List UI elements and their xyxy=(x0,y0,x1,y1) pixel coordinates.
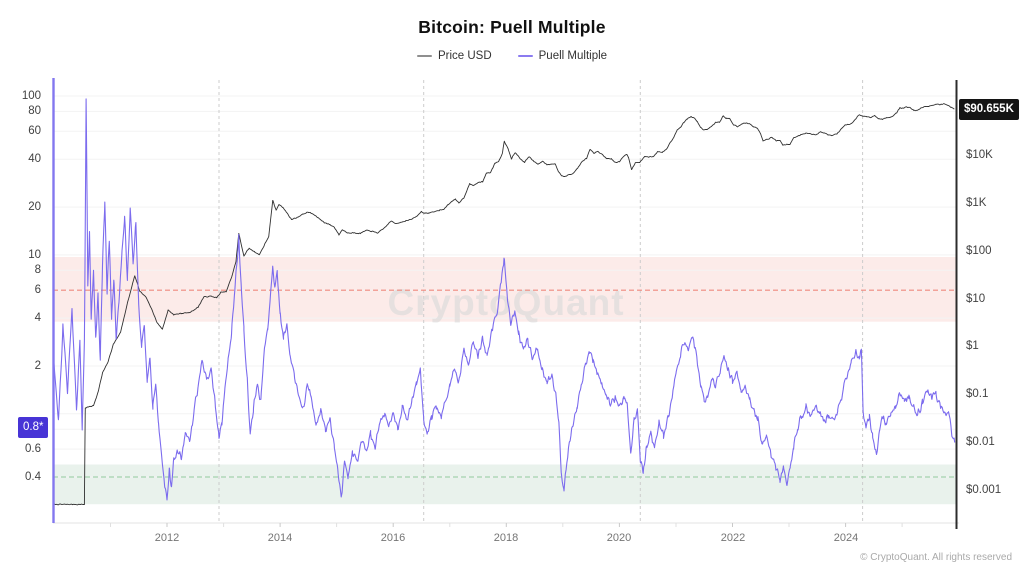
x-axis-tick-label: 2018 xyxy=(493,532,519,544)
legend-label: Puell Multiple xyxy=(538,50,608,62)
left-axis-tick-label: 0.4 xyxy=(25,471,41,483)
chart-legend: Price USD Puell Multiple xyxy=(0,50,1024,62)
right-axis-tick-label: $0.1 xyxy=(966,388,989,400)
left-axis-tick-label: 6 xyxy=(34,284,41,296)
right-axis-tick-label: $0.001 xyxy=(966,484,1002,496)
x-axis-tick-label: 2022 xyxy=(720,532,746,544)
legend-swatch xyxy=(416,55,432,57)
legend-label: Price USD xyxy=(437,50,492,62)
left-axis-tick-label: 4 xyxy=(34,312,41,324)
right-axis-tick-label: $1K xyxy=(966,197,987,209)
highlight-bands xyxy=(53,257,957,505)
chart-title: Bitcoin: Puell Multiple xyxy=(418,17,606,37)
left-axis-tick-label: 20 xyxy=(28,201,41,213)
plot-area[interactable] xyxy=(53,80,957,523)
right-axis-tick-label: $0.01 xyxy=(966,436,995,448)
legend-item-price-usd[interactable]: Price USD xyxy=(416,50,492,62)
puell-multiple-series xyxy=(53,98,956,501)
latest-puell-badge: 0.8* xyxy=(18,417,49,438)
axes xyxy=(52,78,959,529)
latest-price-badge: $90.655K xyxy=(959,99,1019,120)
left-axis-tick-label: 40 xyxy=(28,153,41,165)
price-usd-series xyxy=(53,103,955,506)
low-band xyxy=(53,464,957,505)
right-axis-tick-label: $1 xyxy=(966,340,979,352)
x-axis-tick-label: 2024 xyxy=(833,532,859,544)
left-axis-tick-label: 100 xyxy=(21,90,41,102)
right-axis-tick-label: $10 xyxy=(966,293,986,305)
reference-lines xyxy=(53,289,957,478)
left-axis-tick-label: 60 xyxy=(28,125,41,137)
x-axis-tick-label: 2012 xyxy=(154,532,180,544)
watermark: CryptoQuant xyxy=(387,282,624,323)
legend-item-puell-multiple[interactable]: Puell Multiple xyxy=(517,50,608,62)
x-axis-tick-label: 2014 xyxy=(267,532,293,544)
right-axis-tick-label: $100 xyxy=(966,245,992,257)
left-axis-tick-label: 8 xyxy=(34,264,41,276)
left-axis-tick-label: 2 xyxy=(34,360,41,372)
left-axis-tick-label: 0.6 xyxy=(25,443,41,455)
series-lines xyxy=(53,98,956,506)
legend-swatch xyxy=(517,55,533,57)
copyright: © CryptoQuant. All rights reserved xyxy=(860,552,1012,563)
left-axis-tick-label: 80 xyxy=(28,105,41,117)
x-axis-tick-label: 2016 xyxy=(380,532,406,544)
left-axis-tick-label: 10 xyxy=(28,249,41,261)
x-axis-tick-label: 2020 xyxy=(606,532,632,544)
right-axis-tick-label: $10K xyxy=(966,149,993,161)
